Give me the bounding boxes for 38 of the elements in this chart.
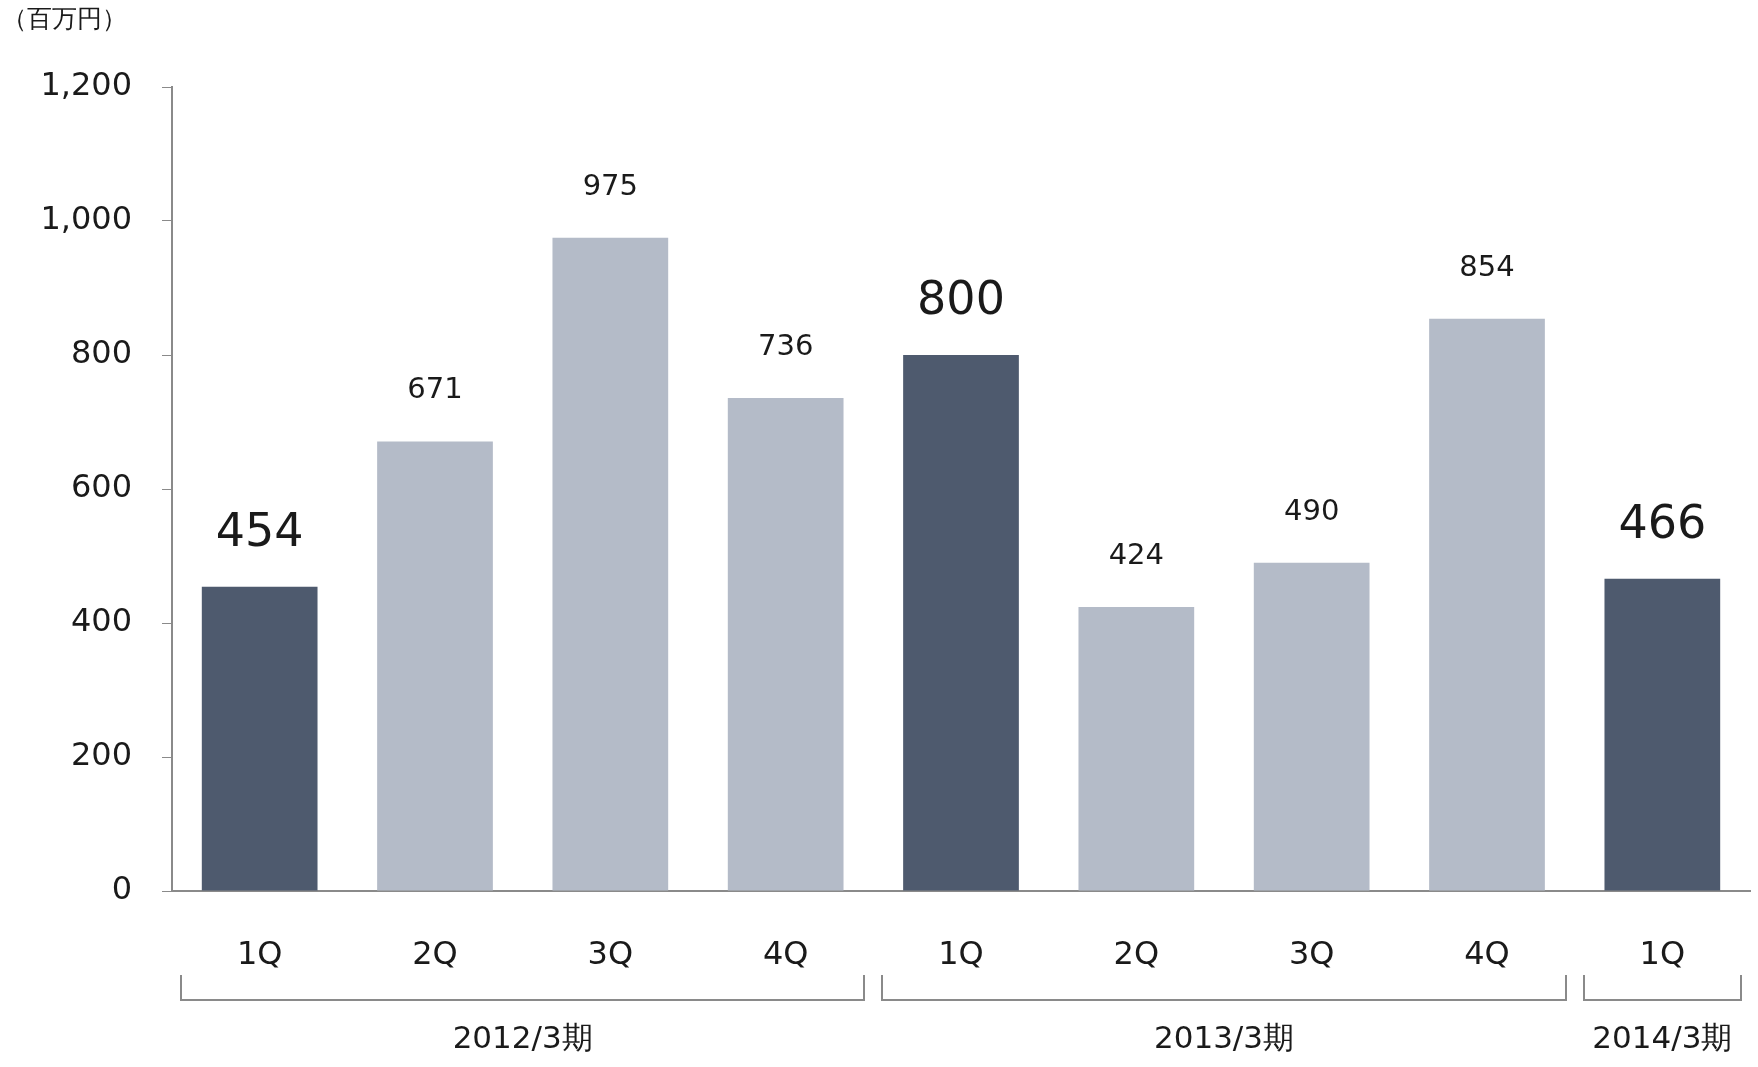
- x-tick-label: 1Q: [236, 933, 283, 972]
- data-label: 671: [407, 371, 463, 406]
- data-label: 454: [215, 502, 304, 557]
- bar: [1604, 578, 1721, 891]
- bar: [1429, 318, 1545, 891]
- data-label: 424: [1108, 536, 1165, 571]
- bar: [552, 237, 669, 891]
- x-tick-label: 2Q: [412, 933, 458, 972]
- y-axis-title: （百万円）: [2, 4, 127, 33]
- x-tick-label: 1Q: [1639, 933, 1686, 972]
- bar: [1078, 606, 1195, 891]
- text: 2012/3期: [452, 1019, 593, 1056]
- text: 2014/3期: [1592, 1019, 1733, 1056]
- y-tick-label: 200: [70, 735, 132, 774]
- bar: [201, 586, 318, 891]
- data-label: 466: [1618, 494, 1707, 549]
- y-tick-label: 0: [111, 869, 132, 908]
- bar: [377, 441, 493, 891]
- bar: [1253, 562, 1370, 891]
- y-tick-label: 400: [70, 601, 132, 640]
- bar: [727, 397, 844, 891]
- data-label: 975: [582, 167, 639, 202]
- y-tick-label: 1,000: [40, 199, 132, 238]
- text: 2013/3期: [1153, 1019, 1295, 1056]
- x-tick-label: 3Q: [1288, 933, 1335, 972]
- y-tick-label: 800: [70, 333, 132, 372]
- x-tick-label: 1Q: [938, 933, 984, 972]
- y-tick-label: 600: [70, 467, 132, 506]
- data-label: 854: [1459, 248, 1515, 283]
- x-tick-label: 3Q: [587, 933, 634, 972]
- data-label: 490: [1283, 492, 1340, 527]
- data-label: 800: [917, 270, 1005, 325]
- y-tick-label: 1,200: [40, 65, 132, 104]
- bar: [903, 355, 1019, 891]
- data-label: 736: [757, 327, 814, 362]
- x-tick-label: 4Q: [1464, 933, 1510, 972]
- x-tick-label: 2Q: [1113, 933, 1160, 972]
- x-tick-label: 4Q: [762, 933, 809, 972]
